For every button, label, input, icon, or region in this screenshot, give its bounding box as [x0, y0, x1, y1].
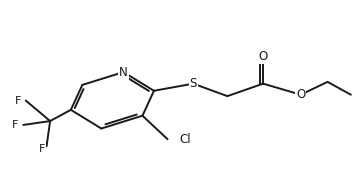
Text: F: F	[15, 96, 21, 106]
Text: F: F	[39, 144, 45, 154]
Text: F: F	[12, 121, 18, 130]
Text: O: O	[258, 50, 268, 64]
Text: Cl: Cl	[179, 133, 190, 146]
Text: N: N	[119, 66, 128, 79]
Text: S: S	[190, 77, 197, 90]
Text: O: O	[296, 88, 305, 101]
